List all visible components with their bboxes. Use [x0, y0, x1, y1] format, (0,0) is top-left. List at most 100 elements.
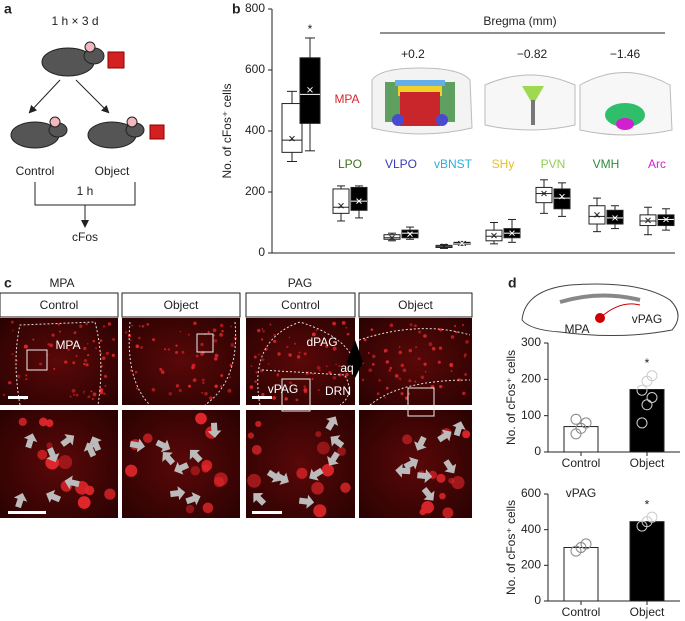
cell — [103, 374, 108, 378]
cell — [125, 464, 138, 477]
category-label: VMH — [593, 157, 620, 171]
pointer-arrow — [170, 486, 186, 501]
cell — [461, 324, 464, 327]
cell — [221, 329, 224, 333]
y-axis-label: No. of cFos⁺ cells — [504, 500, 518, 595]
inset-region: vPAG — [632, 312, 662, 326]
cell — [213, 339, 218, 343]
bregma-level: +0.2 — [401, 47, 425, 61]
y-tick-label: 0 — [534, 593, 541, 607]
cell — [47, 343, 50, 346]
aqueduct — [347, 340, 363, 378]
cell — [92, 339, 96, 343]
pointer-arrow — [189, 449, 203, 463]
bar — [563, 426, 599, 453]
cell — [82, 392, 85, 394]
cell — [25, 374, 28, 377]
mean-marker — [509, 230, 515, 237]
cell — [64, 360, 68, 364]
cell — [294, 342, 297, 345]
y-tick-label: 800 — [245, 1, 265, 15]
mean-marker — [491, 232, 497, 239]
column-label: Control — [281, 298, 320, 312]
cell — [462, 391, 466, 396]
box — [657, 214, 675, 227]
readout: cFos — [72, 230, 98, 244]
cell — [465, 340, 469, 344]
cell — [135, 387, 139, 390]
mean-marker — [663, 216, 669, 223]
cell — [175, 384, 180, 388]
mean-marker — [541, 190, 547, 197]
cell — [260, 338, 264, 341]
outline — [128, 321, 237, 406]
cell — [87, 354, 90, 357]
pointer-arrow — [46, 489, 62, 503]
pointer-arrow — [309, 467, 324, 481]
cell — [325, 344, 329, 348]
cell — [438, 346, 443, 350]
arrow — [28, 79, 61, 114]
cell — [370, 328, 374, 331]
cell — [135, 344, 140, 349]
pointer-arrow — [129, 438, 146, 453]
cell — [131, 324, 133, 327]
cell — [408, 379, 412, 383]
cell — [389, 366, 393, 370]
cell — [254, 380, 257, 383]
cell — [321, 463, 335, 477]
cell — [185, 504, 195, 514]
y-tick-label: 600 — [245, 62, 265, 76]
scale-bar — [252, 396, 272, 399]
pointer-arrow — [253, 492, 267, 506]
cell — [83, 390, 86, 393]
cell — [77, 496, 91, 509]
cell — [385, 360, 390, 364]
cell — [25, 377, 28, 381]
cell — [175, 351, 179, 354]
cell — [152, 338, 156, 342]
cell — [439, 384, 443, 389]
y-axis-label: No. of cFos⁺ cells — [504, 350, 518, 445]
cell — [261, 358, 265, 362]
cell — [345, 372, 349, 377]
y-tick-label: 100 — [521, 408, 541, 422]
cell — [450, 369, 453, 372]
cell — [219, 323, 224, 328]
cell — [346, 332, 350, 336]
category-label: PVN — [541, 157, 566, 171]
cell — [179, 330, 182, 333]
cell — [193, 321, 197, 326]
cell — [312, 372, 314, 375]
pointer-arrow — [266, 469, 282, 483]
micrograph — [122, 410, 240, 518]
cell — [23, 344, 28, 349]
cell — [90, 390, 93, 393]
cell — [383, 348, 388, 353]
region-label: MPA — [55, 338, 80, 352]
cell — [16, 374, 21, 379]
cell — [72, 361, 76, 365]
cell — [417, 357, 421, 361]
cell — [39, 362, 43, 366]
cell — [448, 477, 455, 484]
cell — [204, 391, 208, 396]
cell — [167, 348, 171, 351]
cell — [453, 324, 457, 328]
header-cell — [0, 292, 119, 318]
cell — [75, 355, 78, 357]
cell — [83, 346, 87, 351]
cell — [332, 321, 337, 326]
cell — [18, 417, 27, 426]
column-label: Object — [164, 298, 199, 312]
mean-marker — [407, 231, 413, 237]
cell — [439, 328, 443, 332]
cell — [368, 368, 373, 373]
micrograph — [0, 318, 118, 405]
pointer-arrow — [330, 435, 345, 449]
cell — [316, 365, 321, 370]
cell — [269, 323, 272, 326]
pointer-arrow — [83, 442, 97, 458]
box — [553, 188, 571, 210]
cell — [143, 433, 153, 443]
